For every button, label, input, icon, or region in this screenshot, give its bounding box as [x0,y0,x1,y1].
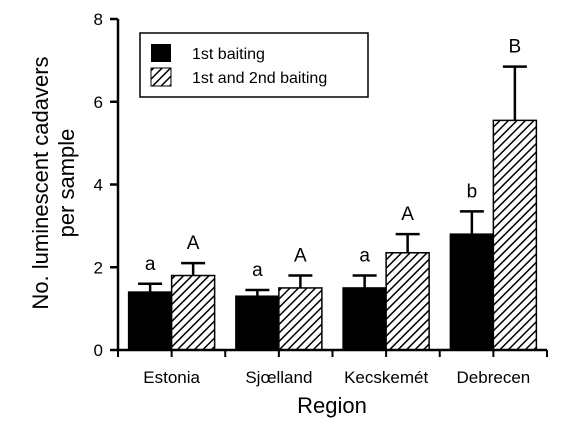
y-tick-label: 4 [94,176,103,195]
significance-label: A [294,246,307,267]
bar-first-baiting [235,295,280,351]
legend-swatch-hatched [150,67,172,87]
labels: Estonia a A Sjœlland a A Kecskemét a A Debrecen b B [143,37,530,387]
y-tick-label: 6 [94,93,103,112]
x-tick-label: Kecskemét [344,368,428,387]
bars [127,65,538,351]
x-tick-label: Sjœlland [245,368,312,387]
bar-first-baiting [127,291,173,351]
significance-label: B [509,37,522,58]
bar-first-and-second-baiting [170,274,216,351]
legend-swatch-solid [151,44,171,62]
bar-first-and-second-baiting [278,287,323,351]
significance-label: A [401,204,414,225]
bar-first-and-second-baiting [492,119,538,351]
y-tick-label: 2 [94,258,103,277]
x-axis-title: Region [297,393,367,418]
significance-label: a [359,246,370,267]
significance-label: a [145,254,156,275]
y-axis-title-line1: No. luminescent cadavers [28,56,53,309]
significance-label: b [467,181,478,202]
bar-first-baiting [449,233,495,351]
legend: 1st baiting 1st and 2nd baiting [139,32,369,98]
bar-first-and-second-baiting [385,252,430,351]
x-tick-label: Debrecen [457,368,531,387]
y-tick-label: 0 [94,341,103,360]
y-axis-title-line2: per sample [54,129,79,238]
significance-label: A [187,233,200,254]
legend-box [139,32,369,98]
bar-first-baiting [342,287,387,351]
legend-label-2: 1st and 2nd baiting [192,70,327,87]
y-tick-label: 8 [94,10,103,29]
x-tick-label: Estonia [143,368,200,387]
legend-label-1: 1st baiting [192,46,265,63]
significance-label: a [252,260,263,281]
